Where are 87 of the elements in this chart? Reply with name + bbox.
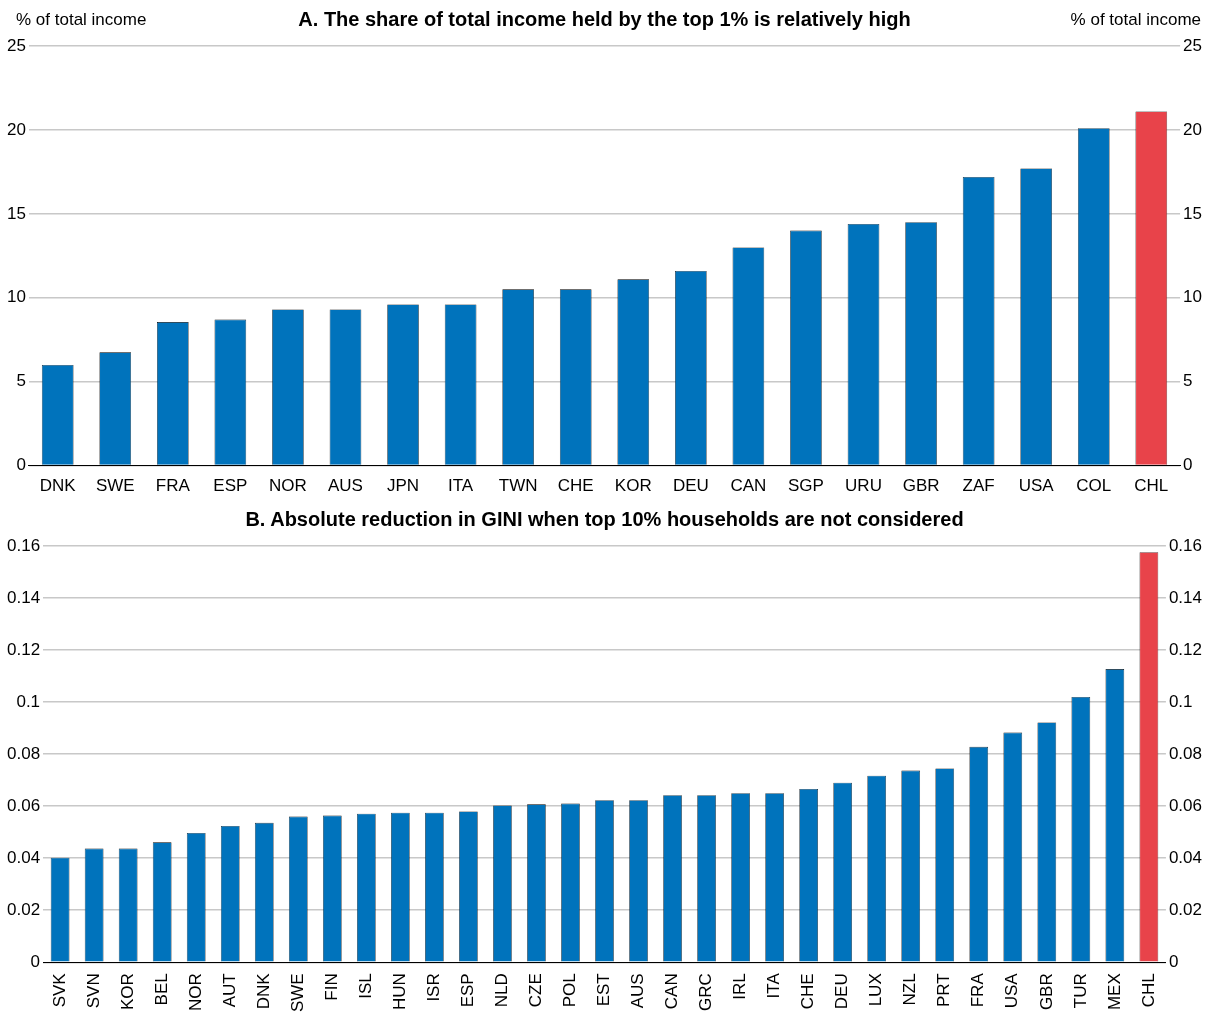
x-tick-label: GBR: [1036, 973, 1056, 1011]
y-tick-label: 0.12: [6, 639, 41, 659]
x-tick-label: CHL: [1138, 973, 1158, 1008]
y-tick-label: 0: [16, 455, 26, 475]
x-tick-label: DNK: [253, 972, 273, 1010]
x-tick-label: NZL: [900, 973, 920, 1006]
y2-tick-label: 10: [1183, 287, 1203, 307]
x-tick-label: AUS: [328, 476, 363, 496]
y-tick-label: 0.16: [6, 535, 41, 555]
y2-tick-label: 0: [1168, 951, 1179, 971]
x-tick-label: DEU: [832, 973, 852, 1010]
x-tick-label: IRL: [730, 973, 750, 1000]
x-tick-label: CZE: [526, 973, 546, 1008]
x-tick-label: PRT: [934, 973, 954, 1007]
y-tick-label: 15: [6, 203, 26, 223]
x-tick-label: SGP: [788, 476, 824, 496]
y-tick-label: 0.04: [6, 847, 41, 867]
x-tick-label: ESP: [213, 476, 248, 496]
x-tick-label: FRA: [155, 476, 191, 496]
x-tick-label: ISR: [424, 973, 444, 1002]
y2-tick-label: 0.02: [1168, 899, 1203, 919]
x-tick-label: MEX: [1104, 973, 1124, 1011]
x-tick-label: NOR: [269, 476, 307, 496]
y2-tick-label: 5: [1183, 371, 1193, 391]
x-tick-label: CHE: [798, 973, 818, 1010]
y2-tick-label: 0.08: [1168, 743, 1203, 763]
y2-tick-label: 20: [1183, 119, 1203, 139]
y-tick-label: 0.06: [6, 795, 41, 815]
x-tick-label: ZAF: [962, 476, 995, 496]
x-tick-label: KOR: [614, 476, 652, 496]
x-tick-label: SWE: [287, 973, 307, 1013]
x-tick-label: LUX: [866, 973, 886, 1007]
y-tick-label: 25: [6, 35, 26, 55]
x-tick-label: JPN: [386, 476, 420, 496]
x-tick-label: CHL: [1134, 476, 1169, 496]
y2-tick-label: 15: [1183, 203, 1203, 223]
x-tick-label: NOR: [185, 973, 205, 1012]
x-tick-label: USA: [1002, 972, 1022, 1009]
y-axis-title: % of total income: [16, 9, 147, 29]
x-tick-label: TUR: [1070, 973, 1090, 1009]
x-tick-label: DNK: [39, 476, 77, 496]
x-tick-label: ITA: [764, 972, 784, 999]
y-tick-label: 5: [16, 371, 26, 391]
y2-tick-label: 0.04: [1168, 847, 1203, 867]
x-tick-label: SVK: [49, 972, 69, 1008]
y2-tick-label: 0: [1183, 455, 1193, 475]
x-tick-label: AUT: [219, 973, 239, 1008]
x-tick-label: GBR: [902, 476, 940, 496]
y2-tick-label: 0.14: [1168, 587, 1203, 607]
x-tick-label: BEL: [151, 973, 171, 1006]
x-tick-label: NLD: [492, 973, 512, 1008]
x-tick-label: HUN: [390, 973, 410, 1011]
x-tick-label: POL: [560, 973, 580, 1008]
x-tick-label: CAN: [662, 973, 682, 1010]
y2-tick-label: 0.06: [1168, 795, 1203, 815]
x-tick-label: SVN: [83, 973, 103, 1009]
x-tick-label: USA: [1018, 476, 1055, 496]
x-tick-label: DEU: [672, 476, 709, 496]
x-tick-label: EST: [594, 973, 614, 1007]
y-tick-label: 20: [6, 119, 26, 139]
y-tick-label: 0.1: [16, 691, 41, 711]
x-tick-label: ITA: [448, 476, 474, 496]
x-tick-label: FRA: [968, 972, 988, 1008]
y-tick-label: 0.08: [6, 743, 41, 763]
y2-tick-label: 25: [1183, 35, 1203, 55]
x-tick-label: URU: [845, 476, 882, 496]
x-tick-label: ESP: [458, 973, 478, 1008]
y-tick-label: 0: [30, 951, 41, 971]
x-tick-label: TWN: [498, 476, 538, 496]
y-tick-label: 0.02: [6, 899, 41, 919]
chart-title: A. The share of total income held by the top 1% is relatively high: [298, 7, 911, 30]
y-tick-label: 0.14: [6, 587, 41, 607]
y2-tick-label: 0.16: [1168, 535, 1203, 555]
x-tick-label: GRC: [696, 973, 716, 1012]
x-tick-label: CAN: [730, 476, 767, 496]
x-tick-label: KOR: [117, 973, 137, 1011]
y2-tick-label: 0.12: [1168, 639, 1203, 659]
y2-tick-label: 0.1: [1168, 691, 1193, 711]
x-tick-label: SWE: [95, 476, 135, 496]
x-tick-label: CHE: [557, 476, 594, 496]
y-tick-label: 10: [6, 287, 26, 307]
y2-axis-title: % of total income: [1070, 9, 1201, 29]
x-tick-label: AUS: [628, 973, 648, 1009]
x-tick-label: FIN: [321, 973, 341, 1001]
chart-title: B. Absolute reduction in GINI when top 10% households are not considered: [245, 507, 964, 530]
x-tick-label: ISL: [356, 973, 376, 999]
x-tick-label: COL: [1076, 476, 1112, 496]
